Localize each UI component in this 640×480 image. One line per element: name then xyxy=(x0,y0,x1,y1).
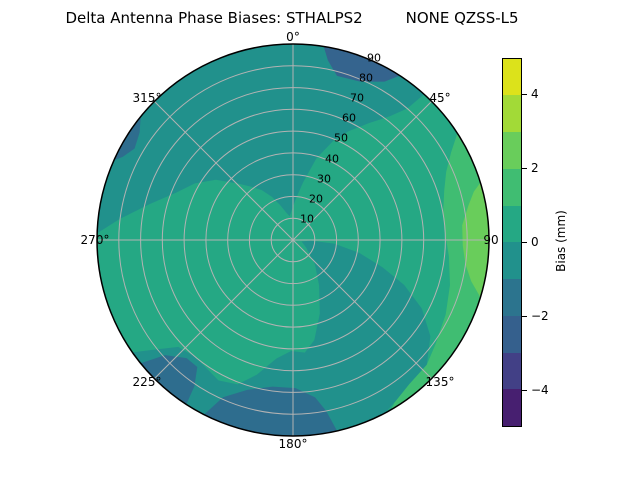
colorbar-tick-2 xyxy=(522,167,527,169)
colorbar-segment-7 xyxy=(503,315,521,353)
colorbar xyxy=(502,57,522,427)
colorbar-segment-1 xyxy=(503,95,521,132)
colorbar-tick-label-0: 0 xyxy=(531,235,539,250)
theta-tick-label-135: 135° xyxy=(425,375,455,389)
colorbar-tick-0 xyxy=(522,241,527,243)
r-tick-label-50: 50 xyxy=(334,131,348,145)
r-tick-label-20: 20 xyxy=(309,192,323,206)
region-blue-bottom-left-patch xyxy=(140,355,198,405)
theta-tick-label-315: 315° xyxy=(132,91,162,105)
colorbar-segment-5 xyxy=(503,242,521,279)
grid-spoke xyxy=(292,239,432,379)
colorbar-segment-3 xyxy=(503,168,521,206)
r-tick-label-70: 70 xyxy=(350,91,364,105)
r-tick-label-80: 80 xyxy=(359,71,373,85)
theta-tick-label-0: 0° xyxy=(286,30,300,44)
colorbar-tick-label-4: 4 xyxy=(531,87,539,102)
region-dark-teal-southeast-wedge xyxy=(132,240,431,436)
region-blue-top-left-sliver xyxy=(113,116,141,161)
colorbar-segment-9 xyxy=(503,389,521,426)
theta-tick-label-45: 45° xyxy=(429,91,451,105)
region-green-east-band xyxy=(391,133,489,410)
colorbar-tick-label-−2: −2 xyxy=(531,309,549,324)
region-dark-teal-top-cap xyxy=(97,44,425,234)
colorbar-segment-4 xyxy=(503,205,521,243)
page-title: Delta Antenna Phase Biases: STHALPS2 NON… xyxy=(65,9,519,27)
r-tick-label-90: 90 xyxy=(367,51,381,65)
grid-spoke xyxy=(292,101,432,241)
theta-tick-label-180: 180° xyxy=(278,437,308,451)
theta-tick-label-270: 270° xyxy=(80,233,110,247)
colorbar-segment-0 xyxy=(503,58,521,96)
r-tick-label-10: 10 xyxy=(300,212,314,226)
colorbar-tick-−2 xyxy=(522,315,527,317)
colorbar-segment-8 xyxy=(503,352,521,390)
polar-grid xyxy=(97,44,489,436)
colorbar-tick-−4 xyxy=(522,389,527,391)
theta-tick-label-90: 90 xyxy=(483,233,499,247)
grid-spoke xyxy=(154,239,294,379)
grid-spoke xyxy=(154,101,294,241)
colorbar-tick-4 xyxy=(522,93,527,95)
colorbar-segment-6 xyxy=(503,279,521,316)
theta-tick-label-225: 225° xyxy=(132,375,162,389)
colorbar-tick-label-−4: −4 xyxy=(531,383,549,398)
r-tick-label-30: 30 xyxy=(317,172,331,186)
colorbar-axis-label: Bias (mm) xyxy=(554,210,568,272)
colorbar-segment-2 xyxy=(503,132,521,169)
colorbar-tick-label-2: 2 xyxy=(531,161,539,176)
r-tick-label-40: 40 xyxy=(325,152,339,166)
polar-outline xyxy=(96,43,490,437)
r-tick-label-60: 60 xyxy=(342,111,356,125)
region-blue-bottom-band xyxy=(204,386,338,436)
